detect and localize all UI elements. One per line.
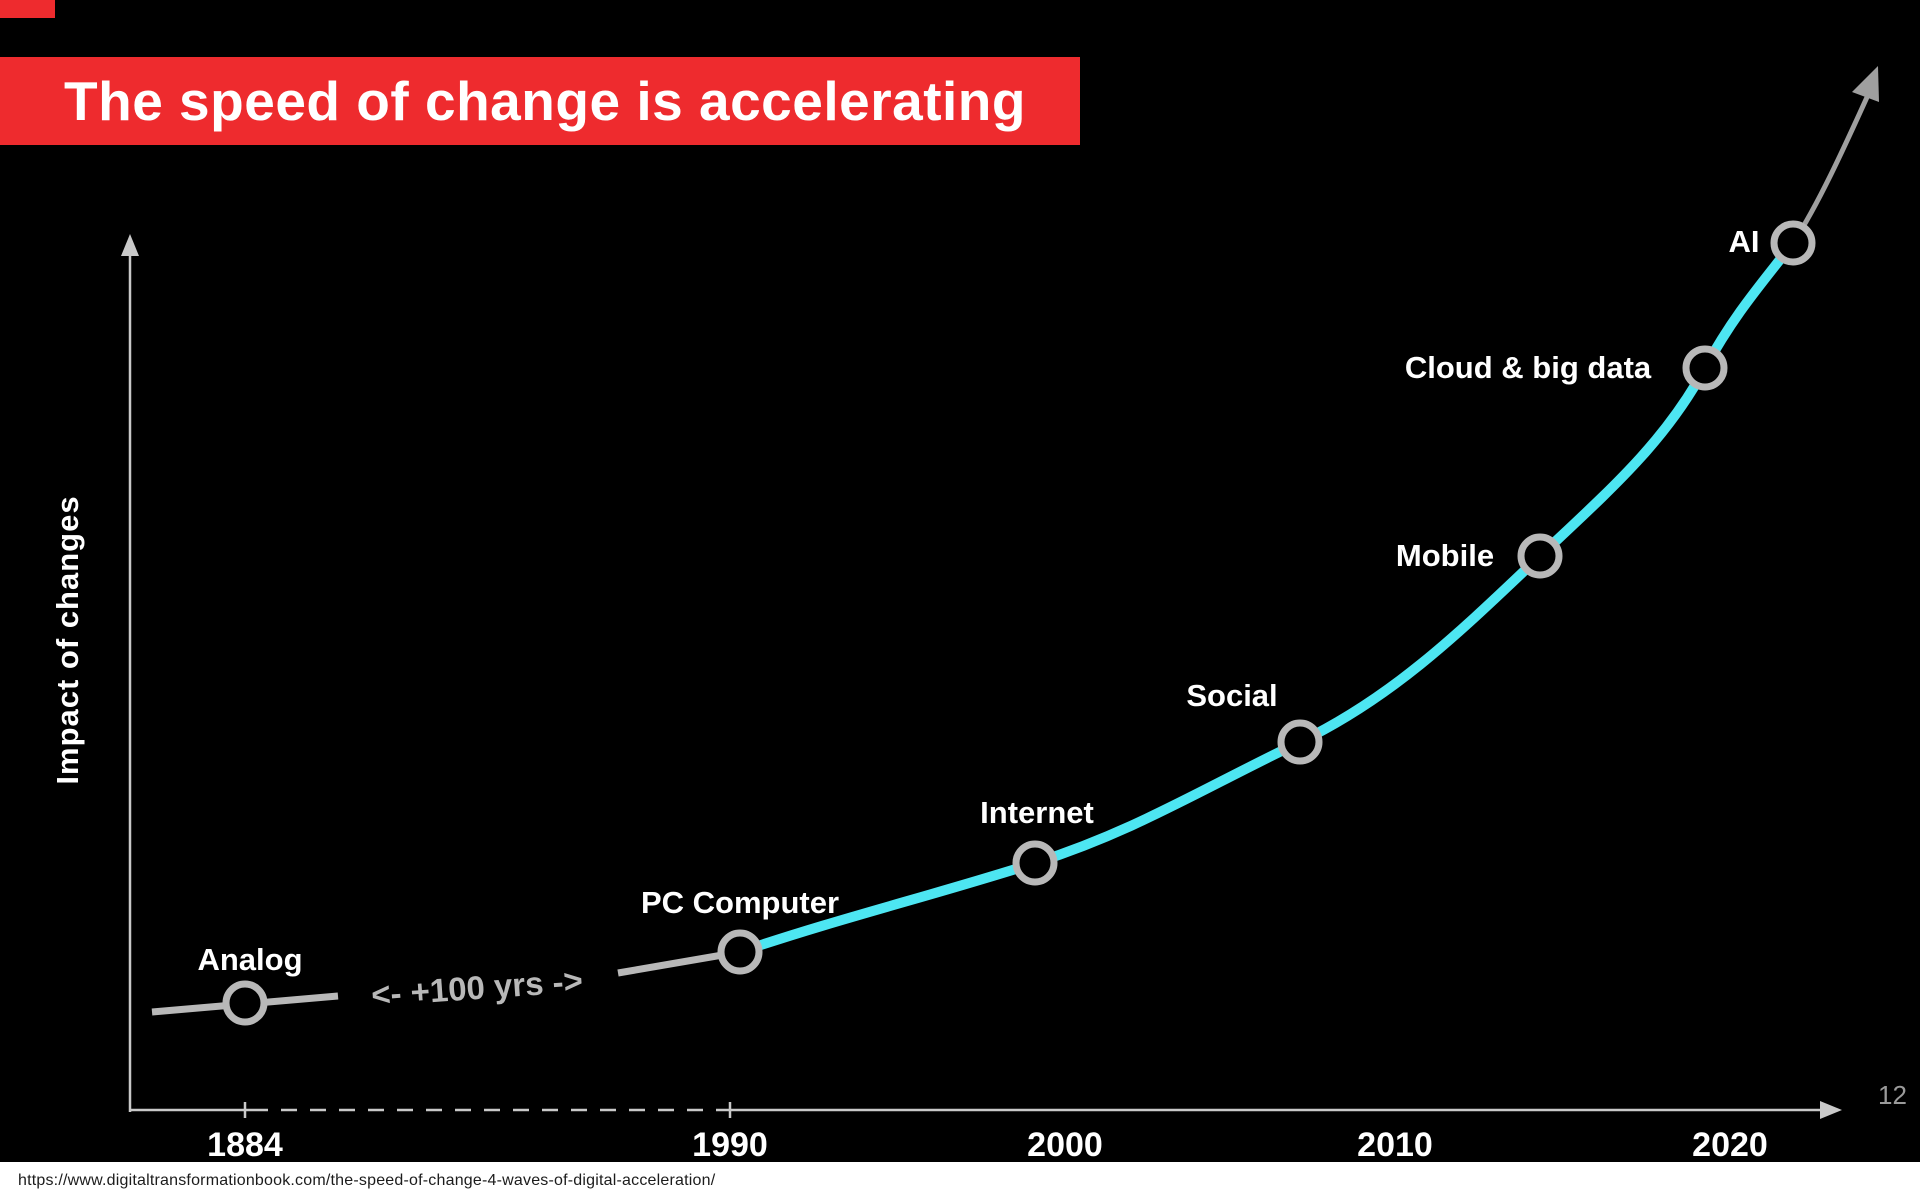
page-number: 12 bbox=[1878, 1080, 1907, 1110]
decorative-corner-square bbox=[0, 0, 55, 18]
milestone-label-analog: Analog bbox=[197, 942, 303, 977]
milestone-label-social: Social bbox=[1186, 678, 1278, 713]
milestone-label-internet: Internet bbox=[980, 795, 1094, 830]
milestone-label-cloud-big-data: Cloud & big data bbox=[1404, 350, 1652, 385]
x-axis-arrowhead-icon bbox=[1820, 1101, 1842, 1119]
y-axis-arrowhead-icon bbox=[121, 234, 139, 256]
milestone-point-cloud-big-data bbox=[1682, 345, 1728, 391]
trend-arrowhead-icon bbox=[1852, 66, 1879, 102]
milestone-point-social bbox=[1277, 719, 1323, 765]
milestone-point-pc-computer bbox=[717, 929, 763, 975]
x-tick-label-2010: 2010 bbox=[1357, 1126, 1433, 1164]
milestone-point-analog bbox=[222, 980, 268, 1026]
x-tick-label-1990: 1990 bbox=[692, 1126, 768, 1164]
footer-bar: https://www.digitaltransformationbook.co… bbox=[0, 1162, 1920, 1200]
source-url-link[interactable]: https://www.digitaltransformationbook.co… bbox=[18, 1172, 716, 1189]
page-title: The speed of change is accelerating bbox=[64, 70, 1026, 132]
x-tick-label-1884: 1884 bbox=[207, 1126, 283, 1164]
milestone-point-ai bbox=[1770, 220, 1816, 266]
x-tick-label-2000: 2000 bbox=[1027, 1126, 1103, 1164]
milestone-label-pc-computer: PC Computer bbox=[640, 885, 840, 920]
milestone-label-mobile: Mobile bbox=[1395, 538, 1495, 573]
title-banner: The speed of change is accelerating bbox=[0, 57, 1080, 145]
milestone-label-ai: AI bbox=[1728, 224, 1760, 259]
milestone-point-internet bbox=[1012, 840, 1058, 886]
x-tick-label-2020: 2020 bbox=[1692, 1126, 1768, 1164]
milestone-point-mobile bbox=[1517, 533, 1563, 579]
y-axis-label: Impact of changes bbox=[50, 495, 85, 785]
trend-continuation-line bbox=[1790, 93, 1871, 245]
